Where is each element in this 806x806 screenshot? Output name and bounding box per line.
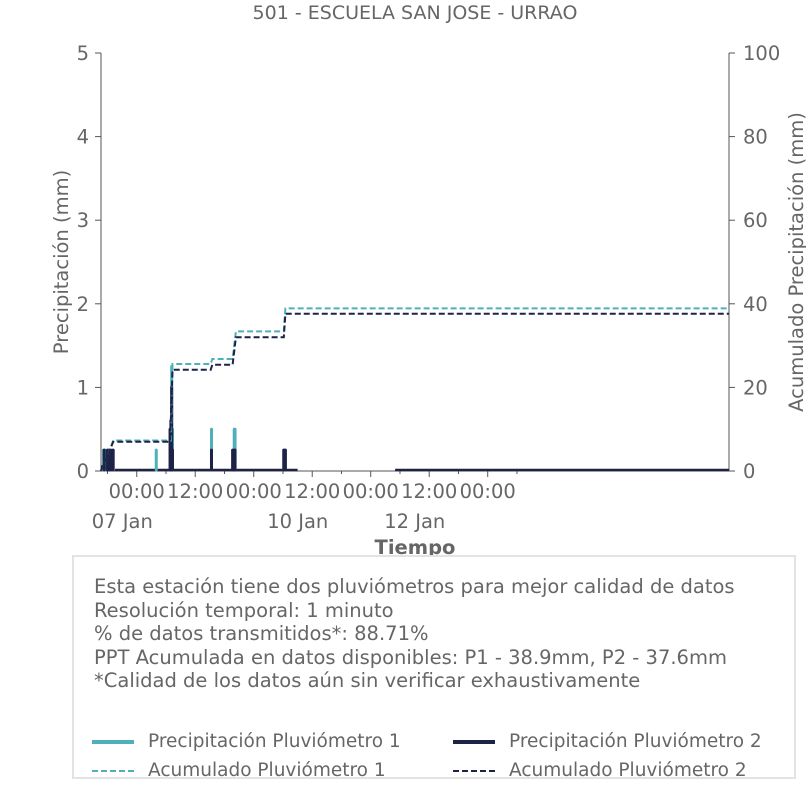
accumulated-line-2 — [100, 312, 729, 472]
x-tick-label: 12:00 — [401, 480, 457, 503]
legend-item-precip-1: Precipitación Pluviómetro 1 — [92, 731, 401, 752]
info-line-transmitted: % de datos transmitidos*: 88.71% — [94, 622, 429, 646]
x-tick-label: 00:00 — [109, 480, 165, 503]
y2-tick-label: 0 — [743, 460, 755, 483]
info-line-resolution: Resolución temporal: 1 minuto — [94, 598, 394, 622]
x-date-label: 07 Jan — [92, 510, 153, 533]
legend-label: Precipitación Pluviómetro 2 — [509, 731, 762, 752]
info-box: Esta estación tiene dos pluviómetros par… — [72, 555, 796, 781]
y2-tick-label: 80 — [743, 126, 768, 149]
info-line-dual-gauge: Esta estación tiene dos pluviómetros par… — [94, 575, 735, 598]
chart-legend: Precipitación Pluviómetro 1 Precipitació… — [92, 729, 792, 789]
legend-item-accum-1: Acumulado Pluviómetro 1 — [92, 760, 386, 781]
legend-label: Acumulado Pluviómetro 2 — [509, 760, 747, 781]
y-tick-label: 5 — [77, 42, 89, 65]
y-tick-label: 0 — [77, 460, 89, 483]
accumulated-line-1 — [100, 307, 729, 472]
legend-item-accum-2: Acumulado Pluviómetro 2 — [453, 760, 747, 781]
y2-tick-label: 40 — [743, 293, 768, 316]
y2-tick-label: 20 — [743, 376, 768, 399]
legend-swatch-solid-teal — [92, 739, 134, 744]
x-tick-label: 12:00 — [167, 480, 223, 503]
y-tick-label: 1 — [77, 376, 89, 399]
info-line-accumulated: PPT Acumulada en datos disponibles: P1 -… — [94, 645, 727, 669]
x-tick-label: 00:00 — [226, 480, 282, 503]
info-lines: Esta estación tiene dos pluviómetros par… — [94, 575, 735, 693]
x-date-label: 10 Jan — [267, 510, 328, 533]
x-axis-label: Tiempo — [375, 536, 456, 556]
legend-swatch-solid-navy — [453, 739, 495, 744]
y-axis-label: Precipitación (mm) — [50, 170, 73, 354]
y2-axis-label: Acumulado Precipitación (mm) — [785, 112, 806, 412]
precip-series-1 — [101, 365, 287, 472]
x-date-label: 12 Jan — [384, 510, 445, 533]
x-tick-label: 00:00 — [460, 480, 516, 503]
x-tick-label: 12:00 — [284, 480, 340, 503]
legend-swatch-dashed-navy — [453, 769, 495, 772]
legend-label: Precipitación Pluviómetro 1 — [148, 731, 401, 752]
y2-tick-label: 100 — [743, 42, 780, 65]
legend-label: Acumulado Pluviómetro 1 — [148, 760, 386, 781]
legend-item-precip-2: Precipitación Pluviómetro 2 — [453, 731, 762, 752]
info-line-quality-note: *Calidad de los datos aún sin verificar … — [94, 669, 641, 693]
x-tick-label: 00:00 — [343, 480, 399, 503]
y-tick-label: 4 — [77, 126, 89, 149]
y-tick-label: 2 — [77, 293, 89, 316]
y-tick-label: 3 — [77, 209, 89, 232]
precip-series-2 — [102, 385, 287, 472]
chart-title: 501 - ESCUELA SAN JOSE - URRAO — [252, 2, 578, 24]
legend-swatch-dashed-teal — [92, 769, 134, 772]
y2-tick-label: 60 — [743, 209, 768, 232]
